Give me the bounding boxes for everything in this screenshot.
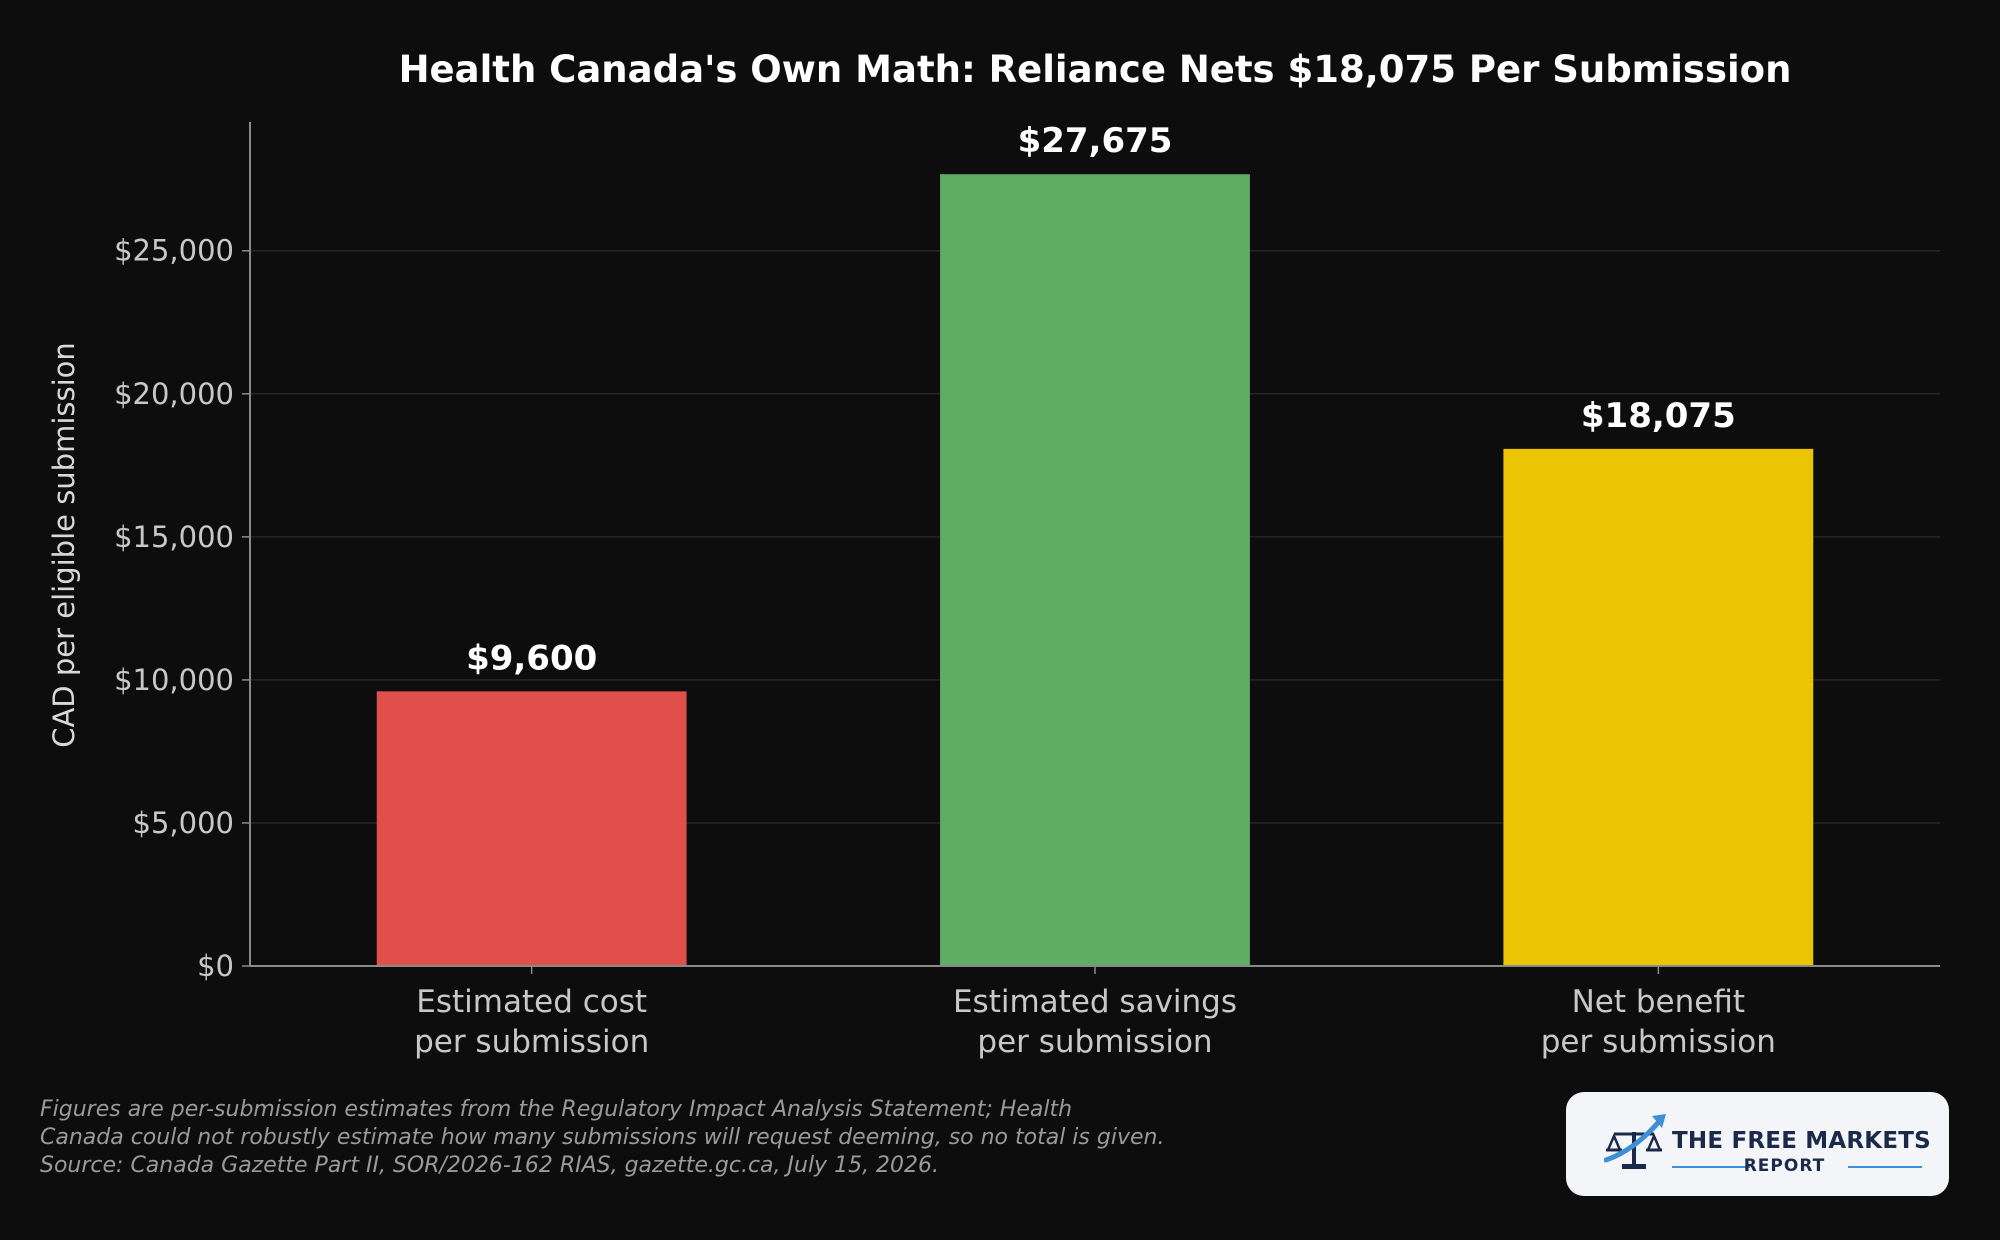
y-tick-label: $5,000 xyxy=(133,806,234,840)
bars xyxy=(376,174,1814,966)
y-tick-label: $25,000 xyxy=(114,234,234,268)
chart-title: Health Canada's Own Math: Reliance Nets … xyxy=(399,48,1792,91)
value-labels: $9,600 $27,675 $18,075 xyxy=(466,121,1736,678)
x-tick-label: per submission xyxy=(977,1024,1212,1060)
x-tick-label: Net benefit xyxy=(1572,984,1745,1020)
logo-rule-right xyxy=(1848,1166,1922,1168)
footnote-line: Canada could not robustly estimate how m… xyxy=(40,1125,1165,1150)
data-label: $9,600 xyxy=(466,638,597,678)
y-tick-label: $20,000 xyxy=(114,377,234,411)
axes: $0 $5,000 $10,000 $15,000 $20,000 $25,000 Esti… xyxy=(114,122,1940,1060)
scales-of-justice-icon xyxy=(1604,1114,1666,1169)
data-label: $18,075 xyxy=(1581,396,1736,436)
publisher-logo: THE FREE MARKETS REPORT xyxy=(1566,1092,1949,1196)
footnote-line: Figures are per-submission estimates fro… xyxy=(40,1097,1073,1122)
y-tick-label: $15,000 xyxy=(114,520,234,554)
footnote: Figures are per-submission estimates fro… xyxy=(40,1096,1440,1180)
y-axis-label: CAD per eligible submission xyxy=(47,342,81,748)
bar xyxy=(940,174,1250,966)
bar xyxy=(376,691,687,966)
logo-title: THE FREE MARKETS xyxy=(1672,1128,1931,1154)
x-tick-label: Estimated savings xyxy=(953,984,1237,1020)
y-tick-label: $0 xyxy=(197,949,234,983)
y-tick-label: $10,000 xyxy=(114,663,234,697)
data-label: $27,675 xyxy=(1018,121,1173,161)
footnote-line: Source: Canada Gazette Part II, SOR/2026… xyxy=(40,1153,940,1178)
bar xyxy=(1503,448,1814,966)
logo-rule-left xyxy=(1672,1166,1750,1168)
x-tick-label: Estimated cost xyxy=(416,984,647,1020)
logo-subtitle: REPORT xyxy=(1743,1156,1826,1176)
x-tick-label: per submission xyxy=(414,1024,649,1060)
x-tick-label: per submission xyxy=(1541,1024,1776,1060)
